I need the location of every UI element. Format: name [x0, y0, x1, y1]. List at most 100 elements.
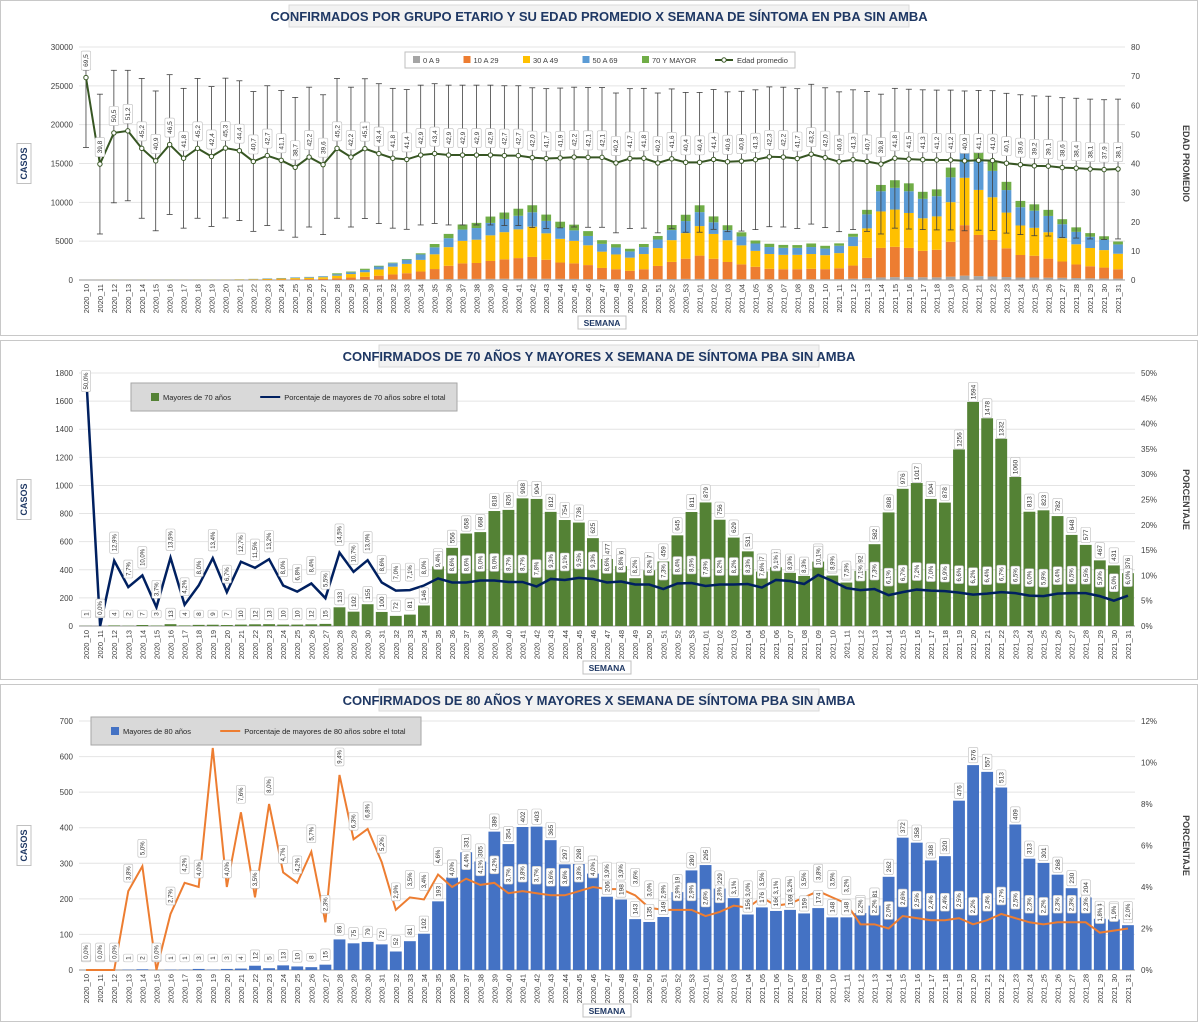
x-tick-label: 2021_26	[1054, 630, 1063, 659]
avg-age-label: 42,2	[304, 130, 315, 150]
percentage-label: 7,6%	[757, 560, 767, 579]
percentage-label-text: 2,8%	[718, 886, 724, 900]
bar-segment-g70	[1113, 241, 1123, 245]
x-tick-label: 2020_42	[528, 284, 537, 313]
percentage-label: 2,9%	[390, 882, 401, 902]
bar	[784, 572, 796, 626]
bar-value-label-text: 513	[999, 772, 1006, 783]
percentage-label-box	[306, 824, 317, 843]
bar-value-label-text: 102	[421, 918, 428, 929]
avg-age-point	[975, 157, 982, 163]
avg-age-label: 42,2	[569, 130, 580, 150]
avg-age-label: 39,6	[318, 137, 329, 158]
x-tick-label: 2020_30	[364, 630, 373, 659]
bar	[1122, 573, 1134, 626]
percentage-label-box	[559, 868, 570, 887]
avg-age-label: 43,4	[429, 126, 440, 147]
bar-value-label-box	[897, 819, 908, 836]
avg-age-label: 40,6	[834, 134, 845, 155]
avg-age-label-box	[778, 130, 789, 150]
bar	[967, 765, 979, 970]
bar-value-label: 431	[1108, 547, 1119, 564]
avg-age-point	[906, 156, 912, 162]
bar-segment-g0a9	[415, 279, 426, 280]
percentage-label: 14,5%	[334, 523, 345, 546]
bar	[108, 625, 121, 626]
bar-value-label: 2	[123, 609, 134, 619]
bar-value-label-box	[489, 493, 500, 509]
avg-age-label-text: 41,3	[753, 136, 760, 149]
bar-value-label: 4	[235, 953, 246, 963]
bar	[643, 921, 656, 970]
avg-age-label-box	[248, 134, 259, 155]
bar	[220, 968, 233, 970]
x-tick-label: 2021_05	[758, 974, 767, 1003]
bar-segment-g0a9	[1071, 278, 1082, 280]
percentage-label-box	[827, 870, 838, 889]
percentage-label-box	[1080, 565, 1091, 585]
percentage-label: 3,6%	[545, 868, 556, 887]
bar-value-label-text: 3	[154, 612, 161, 616]
avg-age-label-box	[150, 134, 161, 154]
bar-value-label-text: 204	[1083, 882, 1090, 893]
x-tick-label: 2020_25	[293, 974, 302, 1003]
bar-value-label: 668	[475, 514, 486, 531]
x-tick-label: 2020_34	[420, 974, 429, 1003]
avg-age-label-box	[415, 128, 426, 148]
avg-age-label-text: 43,4	[376, 130, 383, 143]
percentage-label-text: 4,2%	[183, 579, 189, 593]
percentage-label-box	[447, 859, 457, 879]
bar-segment-g50a69	[429, 247, 440, 255]
bar	[615, 566, 627, 626]
legend-box	[90, 716, 422, 746]
bar-value-label-text: 133	[337, 592, 344, 603]
avg-age-point	[752, 157, 759, 163]
bar-value-label: 811	[686, 494, 697, 510]
bar-value-label: 4	[109, 609, 120, 619]
avg-age-point	[920, 157, 926, 163]
bar-value-label: 904	[925, 480, 936, 497]
percentage-label-box	[686, 882, 697, 902]
percentage-label: 5,2%	[376, 834, 387, 854]
avg-age-point	[236, 147, 243, 154]
percentage-label: 3,5%	[405, 870, 415, 889]
bar-value-label-box	[165, 607, 176, 621]
bar-segment-g30a49	[401, 263, 412, 274]
bar-value-label-text: 156	[745, 899, 752, 910]
percentage-label-box	[1066, 565, 1077, 585]
bar-value-label: 204	[1080, 879, 1091, 896]
bar	[1065, 888, 1078, 970]
bar-segment-g50a69	[290, 277, 301, 279]
percentage-label: 6,8%	[292, 564, 303, 583]
avg-age-label: 41,0	[987, 133, 998, 154]
x-tick-label: 2020_53	[682, 284, 691, 313]
x-tick-label: 2021_30	[1110, 630, 1119, 659]
bar-value-label-box	[925, 480, 936, 497]
bar-value-label-box	[911, 824, 922, 841]
avg-age-label-box	[834, 134, 845, 155]
bar-segment-g0a9	[806, 279, 817, 280]
x-tick-label: 2021_19	[955, 974, 964, 1003]
avg-age-label-text: 39,2	[1032, 142, 1039, 155]
bar	[235, 968, 247, 970]
x-tick-label: 2021_26	[1044, 284, 1053, 313]
x-tick-label: 2020_26	[305, 284, 314, 313]
bar-value-label-text: 358	[914, 827, 921, 838]
percentage-label: 6,5%	[1066, 565, 1077, 585]
bar-segment-g50a69	[583, 235, 593, 246]
bar-value-label-box	[925, 842, 936, 859]
percentage-label-box	[165, 528, 176, 551]
bar-segment-g0a9	[485, 278, 496, 280]
avg-age-label-box	[875, 137, 886, 157]
bar-value-label-box	[404, 925, 415, 938]
bar-value-label-text: 229	[717, 873, 724, 884]
avg-age-label-text: 41,1	[279, 137, 286, 150]
percentage-label-text: 8,3%	[746, 559, 752, 573]
bar-segment-g50a69	[332, 274, 342, 276]
avg-age-point	[390, 155, 396, 161]
bar	[587, 538, 599, 626]
percentage-label-box	[855, 897, 866, 916]
x-tick-label: 2020_24	[277, 284, 286, 313]
bar-segment-g10a29	[778, 269, 789, 280]
avg-age-label-text: 38,6	[1060, 144, 1067, 157]
